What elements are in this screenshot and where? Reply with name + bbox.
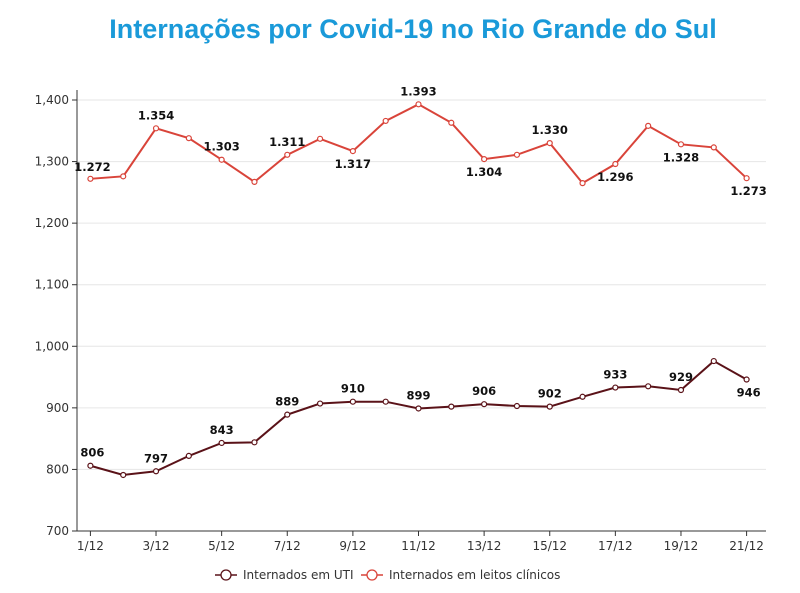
chart-title: Internações por Covid-19 no Rio Grande d… [109, 14, 717, 44]
data-label: 806 [80, 446, 104, 460]
data-point [546, 403, 553, 410]
data-point [743, 175, 750, 182]
x-tick-label: 1/12 [77, 539, 104, 553]
data-point [185, 135, 192, 142]
legend-label: Internados em leitos clínicos [389, 568, 560, 582]
data-point [612, 160, 619, 168]
data-label: 906 [472, 384, 496, 398]
data-point [645, 122, 652, 129]
data-point [579, 180, 586, 187]
data-point [513, 402, 521, 410]
data-label: 946 [737, 386, 761, 400]
data-point [546, 140, 553, 147]
data-label: 1.317 [335, 157, 371, 171]
data-label: 1.272 [74, 160, 110, 174]
data-point [120, 471, 127, 479]
data-label: 1.330 [532, 123, 568, 137]
data-point [677, 141, 685, 148]
data-label: 902 [538, 387, 562, 401]
data-point [251, 178, 258, 185]
legend-marker [220, 569, 232, 581]
x-tick-label: 7/12 [274, 539, 301, 553]
data-point [87, 462, 94, 469]
y-tick-label: 800 [46, 462, 69, 476]
legend-marker [366, 569, 378, 581]
data-point [579, 393, 586, 400]
data-point [316, 400, 324, 407]
x-tick-label: 15/12 [532, 539, 567, 553]
data-point [251, 439, 258, 446]
data-point [448, 119, 455, 126]
y-tick-label: 900 [46, 401, 69, 415]
data-point [415, 405, 422, 412]
data-label: 843 [210, 423, 234, 437]
data-point [349, 148, 356, 155]
x-tick-label: 11/12 [401, 539, 436, 553]
data-label: 1.304 [466, 165, 502, 179]
data-point [481, 156, 488, 163]
data-point [284, 151, 291, 158]
data-point [87, 175, 94, 182]
y-tick-label: 1,100 [35, 278, 69, 292]
data-point [316, 135, 324, 142]
legend-label: Internados em UTI [243, 568, 353, 582]
data-point [743, 376, 750, 383]
data-label: 1.303 [203, 140, 239, 154]
y-tick-label: 1,300 [35, 155, 69, 169]
y-tick-label: 1,200 [35, 216, 69, 230]
data-point [349, 398, 356, 405]
data-point [481, 401, 488, 408]
data-label: 933 [603, 368, 627, 382]
y-tick-label: 700 [46, 524, 69, 538]
data-point [612, 384, 619, 391]
x-tick-label: 3/12 [143, 539, 170, 553]
data-label: 910 [341, 382, 365, 396]
data-point [382, 117, 389, 125]
data-point [218, 156, 225, 163]
data-label: 1.328 [663, 150, 699, 164]
series-line-leitos [90, 103, 748, 185]
data-point [185, 452, 192, 459]
data-label: 889 [275, 395, 299, 409]
data-label: 929 [669, 370, 693, 384]
data-point [120, 173, 127, 180]
data-point [513, 151, 521, 158]
data-point [382, 398, 389, 405]
data-label: 797 [144, 451, 168, 465]
y-tick-label: 1,000 [35, 339, 69, 353]
data-label: 1.273 [730, 184, 766, 198]
x-tick-label: 13/12 [467, 539, 502, 553]
data-label: 1.354 [138, 108, 174, 122]
data-point [677, 386, 685, 394]
data-point [448, 403, 455, 410]
data-label: 1.393 [400, 84, 436, 98]
data-point [415, 101, 422, 108]
data-point [152, 125, 160, 132]
data-point [218, 439, 225, 447]
data-label: 899 [406, 388, 430, 402]
data-point [645, 383, 652, 390]
x-tick-label: 19/12 [664, 539, 699, 553]
data-point [152, 468, 160, 475]
data-point [284, 411, 291, 418]
x-tick-label: 5/12 [208, 539, 235, 553]
data-label: 1.296 [597, 170, 633, 184]
data-label: 1.311 [269, 135, 305, 149]
x-tick-label: 9/12 [339, 539, 366, 553]
x-tick-label: 21/12 [729, 539, 764, 553]
x-tick-label: 17/12 [598, 539, 633, 553]
data-point [710, 357, 717, 365]
y-tick-label: 1,400 [35, 93, 69, 107]
data-point [710, 144, 717, 151]
